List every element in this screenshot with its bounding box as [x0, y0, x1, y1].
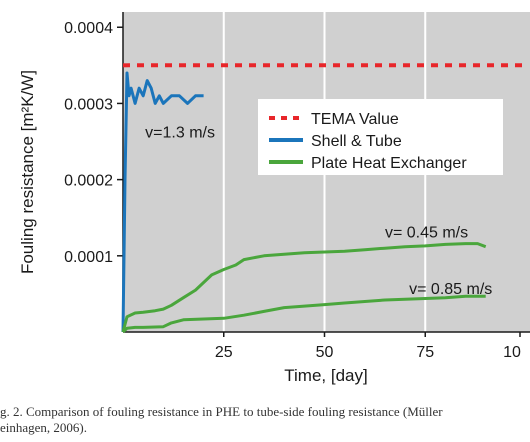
x-tick-label-0: 25 [215, 344, 233, 361]
y-tick-label-1: 0.0002 [64, 173, 113, 190]
caption-line-1: g. 2. Comparison of fouling resistance i… [0, 404, 443, 419]
x-axis-label: Time, [day] [284, 366, 367, 385]
x-tick-label-3: 10 [503, 344, 521, 361]
caption-line-2: einhagen, 2006). [0, 420, 88, 435]
annotation-velocity-0: v=1.3 m/s [145, 125, 215, 142]
y-tick-label-0: 0.0001 [64, 249, 113, 266]
legend: TEMA Value Shell & Tube Plate Heat Excha… [258, 99, 503, 175]
shell-tube-line [121, 71, 204, 333]
x-axis-ticks: 25 50 75 10 [215, 332, 521, 361]
annotations: v=1.3 m/s v= 0.45 m/s v= 0.85 m/s [145, 125, 492, 298]
y-tick-label-3: 0.0004 [64, 20, 113, 37]
legend-label-tema: TEMA Value [311, 111, 399, 128]
x-tick-label-2: 75 [416, 344, 434, 361]
phe-line-045 [121, 242, 487, 333]
x-tick-label-1: 50 [316, 344, 334, 361]
series-lines [121, 63, 526, 334]
annotation-velocity-1: v= 0.45 m/s [385, 225, 468, 242]
legend-label-shell-tube: Shell & Tube [311, 133, 402, 150]
y-axis-label: Fouling resistance [m²K/W] [18, 70, 37, 274]
phe-line-085 [121, 294, 486, 334]
figure-caption: g. 2. Comparison of fouling resistance i… [0, 404, 530, 436]
annotation-velocity-2: v= 0.85 m/s [409, 281, 492, 298]
legend-label-phe: Plate Heat Exchanger [311, 155, 467, 172]
y-tick-label-2: 0.0003 [64, 96, 113, 113]
y-axis-ticks: 0.0001 0.0002 0.0003 0.0004 [64, 20, 123, 266]
